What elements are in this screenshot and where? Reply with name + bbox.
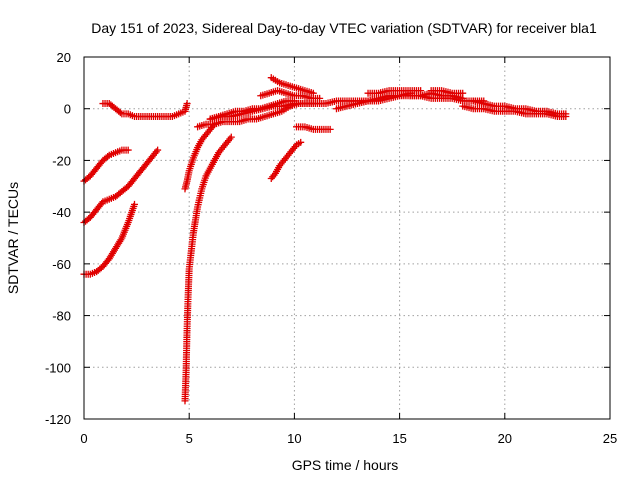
data-point-series-16 xyxy=(459,89,467,97)
chart-title: Day 151 of 2023, Sidereal Day-to-day VTE… xyxy=(91,20,597,36)
y-tick-label: -100 xyxy=(45,360,71,375)
data-point-series-3 xyxy=(116,109,124,117)
data-point-series-3 xyxy=(183,100,191,108)
x-tick-label: 5 xyxy=(186,431,193,446)
x-axis-label: GPS time / hours xyxy=(292,457,399,473)
y-tick-label: -80 xyxy=(52,309,71,324)
data-point-series-0 xyxy=(124,146,132,154)
data-point-series-2 xyxy=(130,200,138,208)
data-points xyxy=(80,74,570,405)
data-point-series-18 xyxy=(562,110,570,118)
x-tick-label: 0 xyxy=(80,431,87,446)
axis-ticks: 0 5 10 15 20 25 20 0 -20 -40 -60 -80 -100 -120 xyxy=(45,50,617,446)
y-tick-label: 0 xyxy=(64,102,71,117)
data-point-series-4 xyxy=(227,133,235,141)
data-point-series-10 xyxy=(309,89,317,97)
data-point-series-11 xyxy=(297,138,305,146)
y-tick-label: -40 xyxy=(52,205,71,220)
y-tick-label: -20 xyxy=(52,153,71,168)
x-tick-label: 15 xyxy=(392,431,406,446)
y-tick-label: -60 xyxy=(52,257,71,272)
y-axis-label: SDTVAR / TECUs xyxy=(5,182,21,294)
data-point-series-1 xyxy=(154,146,162,154)
x-tick-label: 10 xyxy=(287,431,301,446)
data-point-series-0 xyxy=(104,153,112,161)
y-tick-label: -120 xyxy=(45,412,71,427)
plot-frame xyxy=(83,56,611,420)
x-tick-label: 20 xyxy=(498,431,512,446)
x-tick-label: 25 xyxy=(603,431,617,446)
y-tick-label: 20 xyxy=(57,50,71,65)
data-point-series-12 xyxy=(326,125,334,133)
data-point-series-9 xyxy=(316,94,324,102)
